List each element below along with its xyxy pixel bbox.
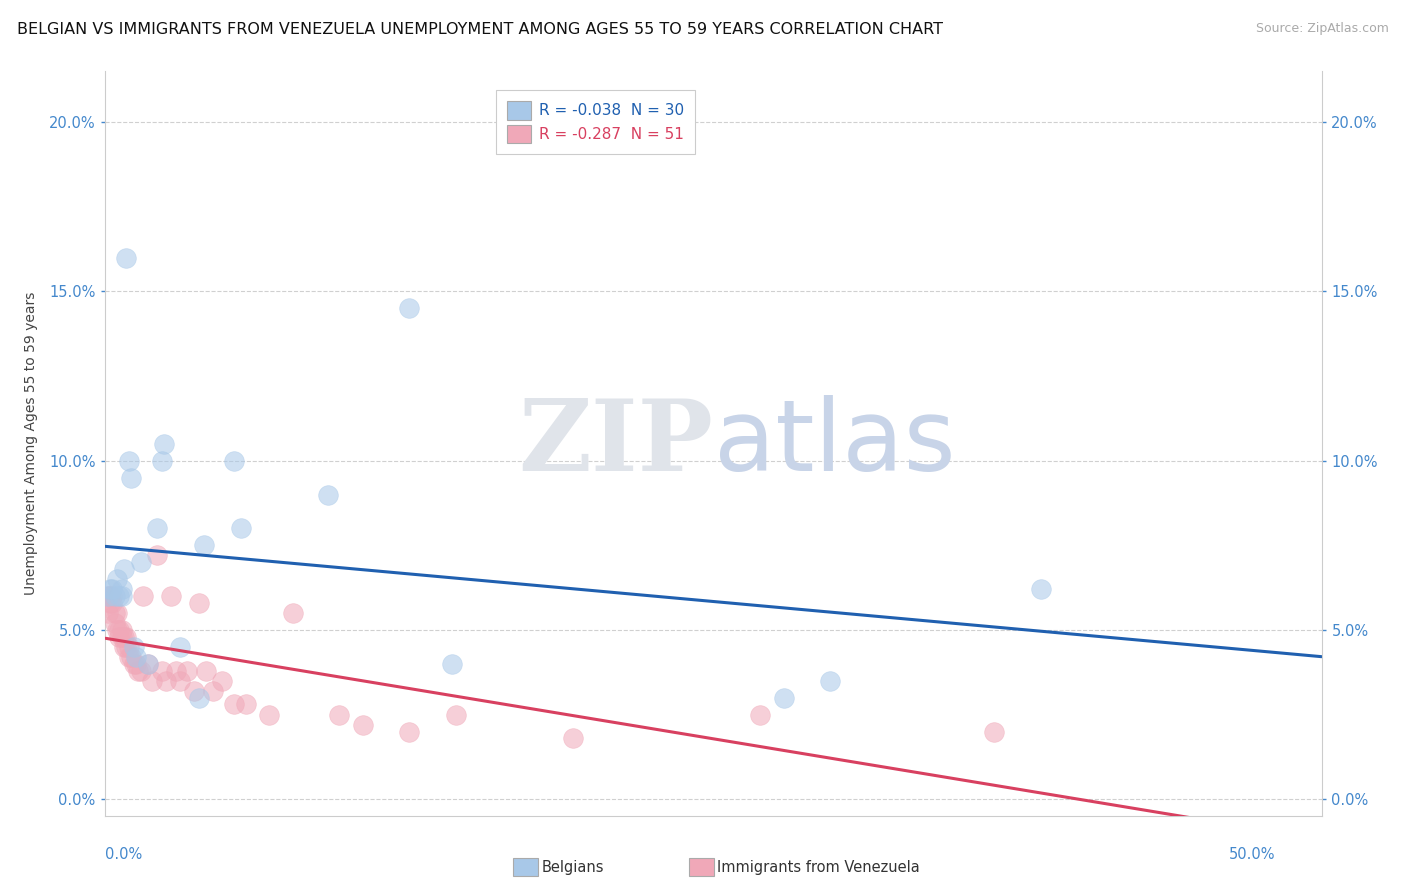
Text: 0.0%: 0.0% [105,847,142,863]
Point [160,589,183,603]
Point [115,251,138,265]
Point [118,640,141,654]
Point [132,589,155,603]
Point [193,538,215,552]
Point [122,657,145,671]
Point [772,690,794,705]
Text: BELGIAN VS IMMIGRANTS FROM VENEZUELA UNEMPLOYMENT AMONG AGES 55 TO 59 YEARS CORR: BELGIAN VS IMMIGRANTS FROM VENEZUELA UNE… [17,22,943,37]
Point [104,606,127,620]
Text: Source: ZipAtlas.com: Source: ZipAtlas.com [1256,22,1389,36]
Point [141,673,163,688]
Point [169,673,191,688]
Point [136,657,159,671]
Text: atlas: atlas [713,395,955,492]
Point [235,698,257,712]
Point [169,640,191,654]
Point [188,690,211,705]
Point [101,582,124,597]
Point [120,650,142,665]
Point [562,731,585,746]
Point [115,640,138,654]
Text: 50.0%: 50.0% [1229,847,1275,863]
Point [122,640,145,654]
Point [111,589,134,603]
Point [118,650,141,665]
Point [202,684,225,698]
Point [97,606,120,620]
Point [115,630,138,644]
Point [125,657,148,671]
Point [229,521,252,535]
Point [97,589,120,603]
Point [352,718,374,732]
Point [328,707,350,722]
Point [101,596,124,610]
Point [111,582,134,597]
Point [222,453,245,467]
Point [98,582,121,597]
Point [150,664,173,678]
Point [120,470,142,484]
Point [104,589,127,603]
Point [112,562,135,576]
Point [129,664,152,678]
Point [127,664,149,678]
Point [188,596,211,610]
Point [108,589,131,603]
Text: Belgians: Belgians [541,860,603,874]
Point [108,630,131,644]
Point [111,630,134,644]
Point [112,640,135,654]
Point [146,549,169,563]
Point [104,616,127,631]
Point [129,555,152,569]
Point [176,664,198,678]
Legend: R = -0.038  N = 30, R = -0.287  N = 51: R = -0.038 N = 30, R = -0.287 N = 51 [496,90,695,154]
Point [749,707,772,722]
Point [136,657,159,671]
Point [105,623,128,637]
Point [97,589,120,603]
Point [105,606,128,620]
Text: Immigrants from Venezuela: Immigrants from Venezuela [717,860,920,874]
Point [446,707,468,722]
Point [257,707,280,722]
Point [98,589,121,603]
Point [211,673,233,688]
Point [983,724,1005,739]
Point [111,623,134,637]
Text: ZIP: ZIP [519,395,713,492]
Point [398,301,420,316]
Point [820,673,842,688]
Point [165,664,187,678]
Point [101,589,124,603]
Point [1029,582,1052,597]
Point [440,657,463,671]
Point [112,630,135,644]
Y-axis label: Unemployment Among Ages 55 to 59 years: Unemployment Among Ages 55 to 59 years [24,292,38,596]
Point [98,596,121,610]
Point [281,606,304,620]
Point [398,724,420,739]
Point [155,673,177,688]
Point [153,437,176,451]
Point [195,664,218,678]
Point [222,698,245,712]
Point [108,623,131,637]
Point [118,453,141,467]
Point [125,650,148,665]
Point [183,684,205,698]
Point [316,487,339,501]
Point [150,453,173,467]
Point [146,521,169,535]
Point [105,572,128,586]
